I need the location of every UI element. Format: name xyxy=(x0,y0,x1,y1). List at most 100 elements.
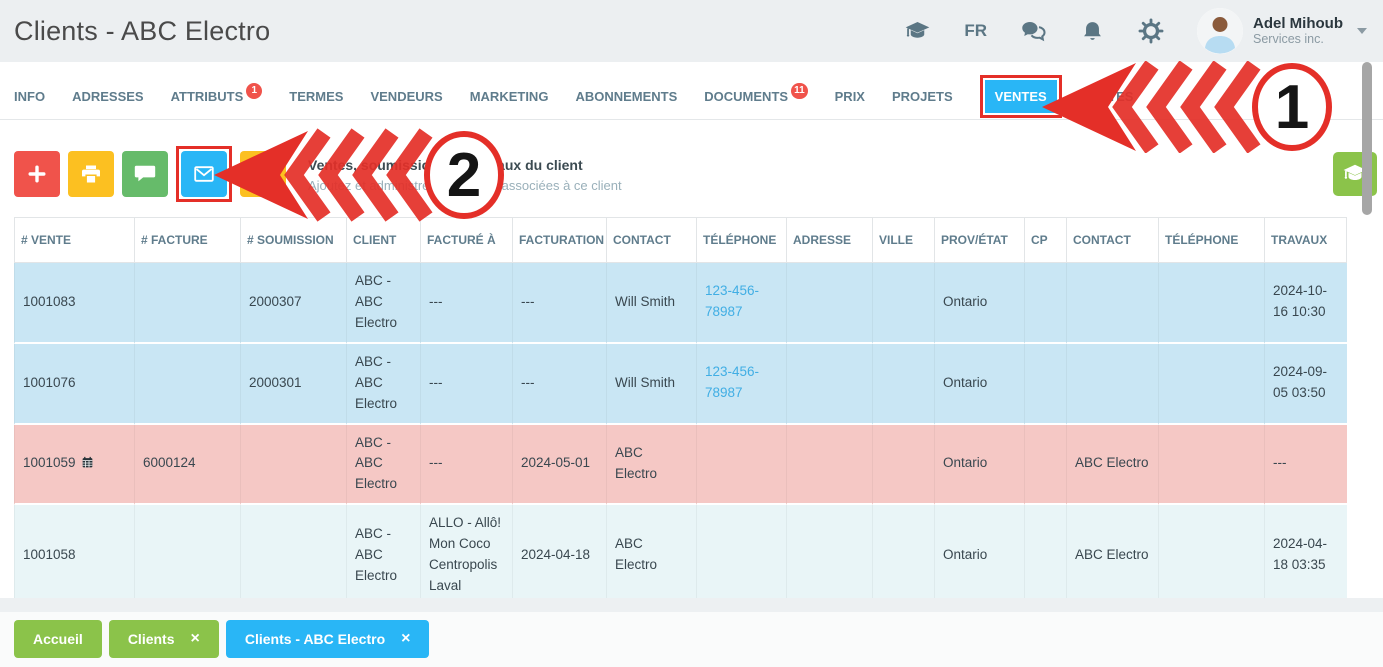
table-cell: 123-456-78987 xyxy=(696,343,786,425)
tab-prix[interactable]: PRIX xyxy=(835,90,865,103)
table-cell: Ontario xyxy=(934,505,1024,607)
add-button[interactable] xyxy=(14,151,60,197)
annotation-highlight-box xyxy=(176,146,232,202)
user-name: Adel Mihoub xyxy=(1253,15,1343,33)
user-menu[interactable]: Adel Mihoub Services inc. xyxy=(1197,8,1367,54)
section-title: Ventes, soumissions ou travaux du client xyxy=(308,156,583,173)
tab-label: TERMES xyxy=(289,89,344,104)
tab-adresses[interactable]: ADRESSES xyxy=(72,90,144,103)
table-cell: Ontario xyxy=(934,424,1024,506)
gear-icon[interactable] xyxy=(1138,18,1164,44)
table-cell: --- xyxy=(512,263,606,344)
tab-label: NOTES xyxy=(1088,89,1134,104)
tab-termes[interactable]: TERMES xyxy=(289,90,343,103)
graduation-cap-icon[interactable] xyxy=(904,18,931,45)
annotation-highlight-box: VENTES xyxy=(979,75,1062,118)
table-cell xyxy=(134,505,240,607)
table-cell: 1001083 xyxy=(14,263,134,344)
tab-label: MARKETING xyxy=(469,89,549,104)
table-cell: 2024-04-18 03:35 xyxy=(1264,505,1347,607)
close-icon[interactable]: × xyxy=(401,630,411,647)
graduation-cap-icon xyxy=(1343,164,1367,180)
window-tab-accueil[interactable]: Accueil xyxy=(14,620,102,658)
extra-button[interactable] xyxy=(240,151,286,197)
column-header: TRAVAUX xyxy=(1264,217,1347,263)
avatar xyxy=(1197,8,1243,54)
bell-icon[interactable] xyxy=(1080,19,1105,44)
mail-icon xyxy=(194,166,214,182)
column-header: ADRESSE xyxy=(786,217,872,263)
table-cell xyxy=(1024,263,1066,344)
table-cell: Ontario xyxy=(934,343,1024,425)
table-cell xyxy=(1024,505,1066,607)
printer-icon xyxy=(82,165,100,183)
table-cell: --- xyxy=(512,343,606,425)
column-header: CP xyxy=(1024,217,1066,263)
column-header: CLIENT xyxy=(346,217,420,263)
bottom-bar: Accueil Clients × Clients - ABC Electro × xyxy=(0,598,1383,667)
table-cell xyxy=(872,263,934,344)
table-cell xyxy=(696,424,786,506)
window-tab-clients-abc-electro[interactable]: Clients - ABC Electro × xyxy=(225,620,430,658)
table-cell: Will Smith xyxy=(606,343,696,425)
table-cell xyxy=(1158,424,1264,506)
tab-label: VENDEURS xyxy=(370,89,443,104)
table-cell: 2024-04-18 xyxy=(512,505,606,607)
table-cell: ALLO - Allô! Mon Coco Centropolis Laval xyxy=(420,505,512,607)
chat-icon xyxy=(134,165,156,182)
app-header: Clients - ABC Electro FR xyxy=(0,0,1383,62)
tab-info[interactable]: INFO xyxy=(14,90,45,103)
toolbar: Ventes, soumissions ou travaux du client… xyxy=(14,146,1383,202)
email-button[interactable] xyxy=(181,151,227,197)
table-row[interactable]: 1001076 2000301 ABC - ABC Electro --- --- Wil… xyxy=(14,343,1347,425)
table-cell: 2024-10-16 10:30 xyxy=(1264,263,1347,344)
tab-notes[interactable]: NOTES xyxy=(1089,90,1134,103)
divider xyxy=(0,598,1383,612)
table-cell xyxy=(786,505,872,607)
table-cell: 1001076 xyxy=(14,343,134,425)
phone-link[interactable]: 123-456-78987 xyxy=(705,364,760,401)
table-cell xyxy=(1158,263,1264,344)
language-selector[interactable]: FR xyxy=(964,21,987,40)
column-header: TÉLÉPHONE xyxy=(1158,217,1264,263)
tab-attributs[interactable]: ATTRIBUTS 1 xyxy=(170,83,263,104)
tab-documents[interactable]: DOCUMENTS 11 xyxy=(704,83,808,104)
table-row[interactable]: 1001059 6000124 ABC - ABC Electro --- 2024-0… xyxy=(14,424,1347,506)
window-tab-clients[interactable]: Clients × xyxy=(108,620,219,658)
close-icon[interactable]: × xyxy=(190,630,200,647)
tab-badge: 1 xyxy=(246,83,263,99)
column-header: # FACTURE xyxy=(134,217,240,263)
table-row[interactable]: 1001083 2000307 ABC - ABC Electro --- --- Wil… xyxy=(14,263,1347,344)
table-cell: 2000301 xyxy=(240,343,346,425)
tab-marketing[interactable]: MARKETING xyxy=(470,90,549,103)
table-cell xyxy=(1158,505,1264,607)
tab-label: DOCUMENTS xyxy=(704,89,789,104)
tab-ventes[interactable]: VENTES xyxy=(984,80,1057,113)
column-header: # VENTE xyxy=(14,217,134,263)
vertical-scrollbar[interactable] xyxy=(1362,62,1372,215)
tab-projets[interactable]: PROJETS xyxy=(892,90,953,103)
table-cell: ABC - ABC Electro xyxy=(346,263,420,344)
column-header: VILLE xyxy=(872,217,934,263)
column-header: FACTURATION xyxy=(512,217,606,263)
table-cell: 2000307 xyxy=(240,263,346,344)
tab-abonnements[interactable]: ABONNEMENTS xyxy=(575,90,677,103)
print-button[interactable] xyxy=(68,151,114,197)
table-cell: Will Smith xyxy=(606,263,696,344)
user-company: Services inc. xyxy=(1253,32,1324,47)
table-cell: ABC Electro xyxy=(606,505,696,607)
table-cell: 1001059 xyxy=(14,424,134,506)
chat-icon[interactable] xyxy=(1020,18,1047,45)
table-row[interactable]: 1001058 ABC - ABC Electro ALLO - Allô! Mon… xyxy=(14,505,1347,607)
table-cell xyxy=(240,424,346,506)
tab-label: INFO xyxy=(14,89,46,104)
table-cell: ABC Electro xyxy=(606,424,696,506)
column-header: TÉLÉPHONE xyxy=(696,217,786,263)
tab-vendeurs[interactable]: VENDEURS xyxy=(370,90,442,103)
tab-label: ATTRIBUTS xyxy=(170,89,244,104)
table-cell xyxy=(872,424,934,506)
comment-button[interactable] xyxy=(122,151,168,197)
table-cell xyxy=(1024,424,1066,506)
phone-link[interactable]: 123-456-78987 xyxy=(705,283,760,320)
table-cell: 123-456-78987 xyxy=(696,263,786,344)
